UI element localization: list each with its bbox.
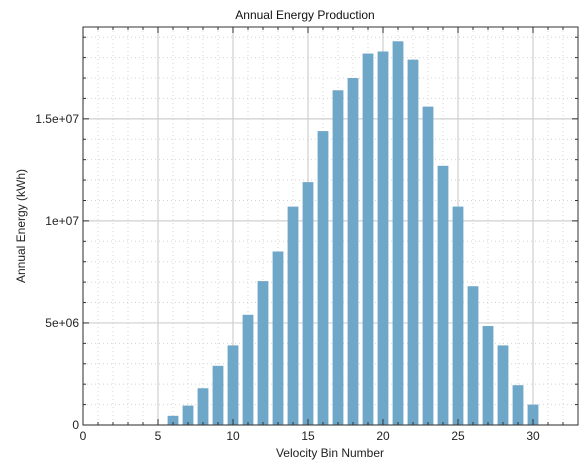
y-tick-label: 1e+07 xyxy=(45,214,79,228)
chart-title: Annual Energy Production xyxy=(235,8,374,22)
x-axis-ticks: 0 5 10 15 20 25 30 xyxy=(80,27,579,443)
y-axis-ticks: 0 5e+06 1e+07 1.5e+07 xyxy=(35,36,578,432)
bar-30 xyxy=(527,404,539,425)
bar-15 xyxy=(302,182,314,425)
y-tick-label: 0 xyxy=(72,418,79,432)
x-tick-label: 10 xyxy=(226,429,240,443)
bar-28 xyxy=(497,345,509,425)
bar-13 xyxy=(272,251,284,425)
bar-24 xyxy=(437,165,449,426)
plot-frame xyxy=(82,26,579,426)
bar-23 xyxy=(422,106,434,425)
bar-10 xyxy=(227,345,239,425)
x-tick-label: 30 xyxy=(526,429,540,443)
y-tick-label: 1.5e+07 xyxy=(35,112,79,126)
bar-27 xyxy=(482,326,494,425)
bar-16 xyxy=(317,131,329,426)
bar-6 xyxy=(167,415,179,425)
y-tick-label: 5e+06 xyxy=(45,316,79,330)
bar-11 xyxy=(242,314,254,425)
bar-19 xyxy=(362,53,374,426)
minor-grid xyxy=(83,27,579,425)
bar-29 xyxy=(512,385,524,425)
y-axis-title: Annual Energy (kWh) xyxy=(14,169,28,283)
bar-18 xyxy=(347,78,359,426)
x-axis-title: Velocity Bin Number xyxy=(276,446,384,460)
x-tick-label: 0 xyxy=(80,429,87,443)
bar-7 xyxy=(182,405,194,425)
x-tick-label: 25 xyxy=(451,429,465,443)
bar-8 xyxy=(197,388,209,425)
x-tick-label: 20 xyxy=(376,429,390,443)
bar-12 xyxy=(257,281,269,425)
bars xyxy=(167,41,539,426)
bar-26 xyxy=(467,286,479,425)
x-tick-label: 5 xyxy=(155,429,162,443)
bar-20 xyxy=(377,51,389,425)
bar-25 xyxy=(452,206,464,425)
bar-21 xyxy=(392,41,404,426)
bar-17 xyxy=(332,90,344,426)
x-tick-label: 15 xyxy=(301,429,315,443)
bar-9 xyxy=(212,365,224,425)
bar-22 xyxy=(407,59,419,426)
bar-14 xyxy=(287,206,299,425)
